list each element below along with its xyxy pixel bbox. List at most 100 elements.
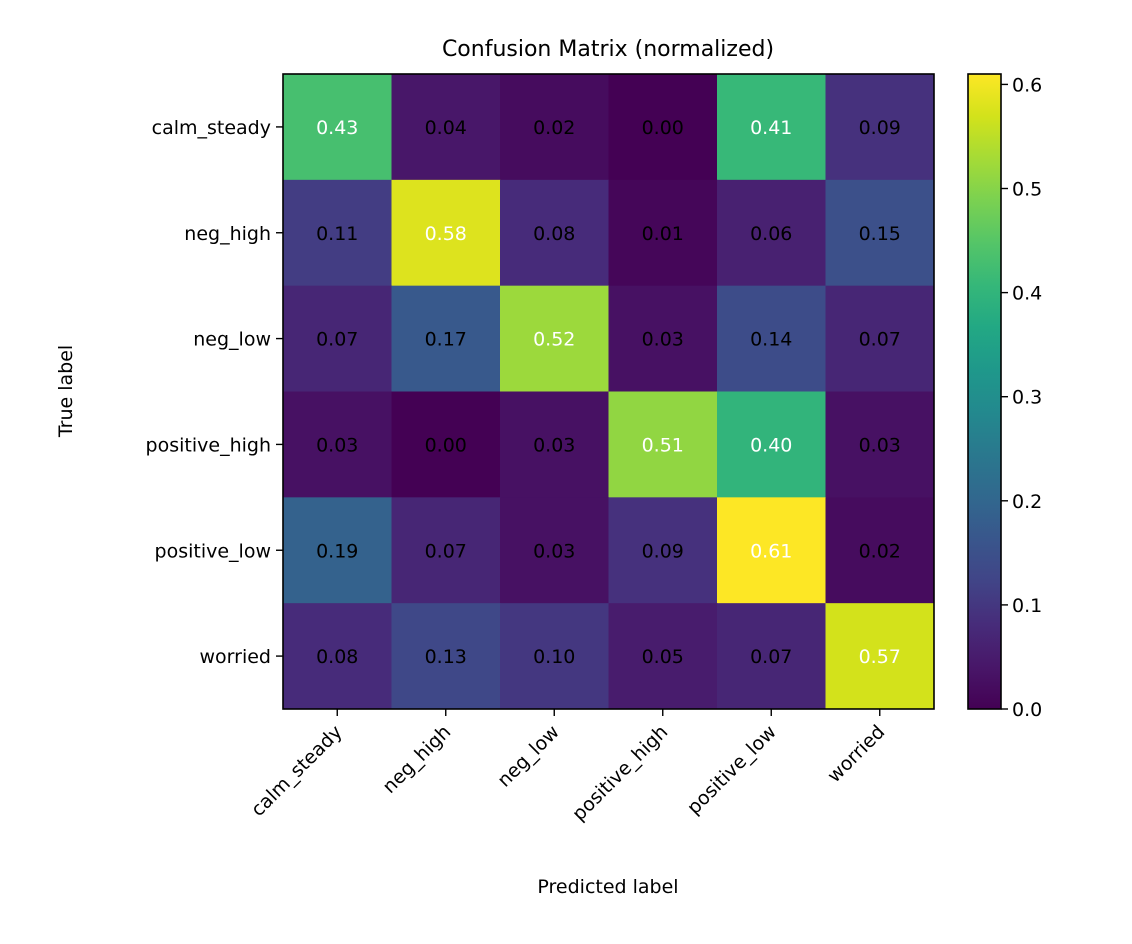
chart-title: Confusion Matrix (normalized) (442, 37, 774, 62)
cell-value-label: 0.19 (316, 540, 358, 562)
heatmap-cell (608, 603, 718, 710)
y-axis-title: True label (55, 345, 77, 438)
colorbar-frame (967, 73, 1002, 710)
heatmap-cell (391, 497, 501, 604)
heatmap-cell (825, 497, 935, 604)
cell-value-labels: 0.43 0.04 0.02 0.00 0.41 0.09 0.11 0.58 0.08 0.01… (316, 117, 901, 668)
heatmap-cell (500, 74, 609, 181)
x-axis-title: Predicted label (537, 876, 678, 898)
colorbar: 0.0 0.1 0.2 0.3 0.4 0.5 0.6 (967, 73, 1042, 721)
heatmap-cell (825, 391, 935, 498)
heatmap-cell (608, 285, 718, 392)
cell-value-label: 0.03 (316, 434, 358, 456)
cell-value-label: 0.14 (750, 329, 792, 351)
cell-value-label: 0.08 (533, 223, 575, 245)
cell-value-label: 0.07 (859, 329, 901, 351)
colorbar-tick-label: 0.6 (1012, 74, 1042, 96)
heatmap-cell (717, 391, 826, 498)
colorbar-tick-label: 0.0 (1012, 699, 1042, 721)
cell-value-label: 0.06 (750, 223, 792, 245)
heatmap-cell (825, 285, 935, 392)
x-axis-ticks: calm_steady neg_high neg_low positive_high p… (247, 709, 889, 825)
y-tick-label: positive_high (146, 434, 271, 456)
heatmap-cell (500, 179, 609, 287)
heatmap-cell (500, 497, 609, 604)
cell-value-label: 0.01 (642, 223, 684, 245)
colorbar-tick-label: 0.4 (1012, 283, 1042, 305)
heatmap-cell (717, 285, 826, 392)
colorbar-gradient (968, 74, 1001, 709)
heatmap-cell (717, 179, 826, 287)
cell-value-label: 0.10 (533, 646, 575, 668)
x-tick-label: worried (823, 721, 889, 787)
heatmap-cell (391, 285, 501, 392)
heatmap-cell (283, 391, 392, 498)
cell-value-label: 0.57 (859, 646, 901, 668)
x-tick-label: positive_low (683, 721, 781, 819)
cell-value-label: 0.07 (316, 329, 358, 351)
cell-value-label: 0.02 (859, 540, 901, 562)
x-tick-label: neg_low (493, 721, 564, 792)
cell-value-label: 0.03 (533, 540, 575, 562)
heatmap-cell (608, 179, 718, 287)
heatmap-cell (283, 603, 392, 710)
cell-value-label: 0.51 (642, 434, 684, 456)
cell-value-label: 0.43 (316, 117, 358, 139)
heatmap-cell (608, 74, 718, 181)
heatmap-cell (283, 285, 392, 392)
cell-value-label: 0.61 (750, 540, 792, 562)
cell-value-label: 0.00 (425, 434, 467, 456)
heatmap-cell (825, 603, 935, 710)
cell-value-label: 0.03 (642, 329, 684, 351)
colorbar-tick-label: 0.2 (1012, 491, 1042, 513)
heatmap-cell (717, 74, 826, 181)
heatmap-cell (283, 497, 392, 604)
colorbar-tick-label: 0.5 (1012, 179, 1042, 201)
heatmap-cell (283, 74, 392, 181)
cell-value-label: 0.03 (533, 434, 575, 456)
heatmap-cell (391, 74, 501, 181)
cell-value-label: 0.02 (533, 117, 575, 139)
colorbar-tick-label: 0.3 (1012, 387, 1042, 409)
cell-value-label: 0.00 (642, 117, 684, 139)
x-tick-label: positive_high (568, 721, 672, 825)
heatmap-cell (717, 603, 826, 710)
heatmap-cell (391, 179, 501, 287)
y-tick-label: positive_low (155, 540, 271, 562)
cell-value-label: 0.09 (859, 117, 901, 139)
cell-value-label: 0.05 (642, 646, 684, 668)
cell-value-label: 0.03 (859, 434, 901, 456)
cell-value-label: 0.08 (316, 646, 358, 668)
cell-value-label: 0.07 (750, 646, 792, 668)
y-axis-ticks: calm_steady neg_high neg_low positive_highp… (146, 117, 283, 668)
heatmap-cells (283, 74, 935, 710)
cell-value-label: 0.17 (425, 329, 467, 351)
heatmap-cell (717, 497, 826, 604)
cell-value-label: 0.40 (750, 434, 792, 456)
cell-value-label: 0.58 (425, 223, 467, 245)
heatmap-cell (608, 391, 718, 498)
cell-value-label: 0.11 (316, 223, 358, 245)
heatmap-cell (391, 603, 501, 710)
cell-value-label: 0.13 (425, 646, 467, 668)
cell-value-label: 0.09 (642, 540, 684, 562)
x-tick-label: calm_steady (247, 721, 347, 821)
cell-value-label: 0.41 (750, 117, 792, 139)
heatmap-cell (500, 391, 609, 498)
heatmap-cell (500, 603, 609, 710)
x-tick-label: neg_high (378, 721, 455, 798)
heatmap-cell (608, 497, 718, 604)
y-tick-label: calm_steady (152, 117, 271, 139)
y-tick-label: worried (200, 646, 271, 668)
heatmap-cell (825, 179, 935, 287)
heatmap-cell (500, 285, 609, 392)
y-tick-label: neg_high (184, 223, 271, 245)
plot-frame (282, 73, 935, 710)
heatmap-cell (825, 74, 935, 181)
cell-value-label: 0.07 (425, 540, 467, 562)
colorbar-tick-label: 0.1 (1012, 595, 1042, 617)
colorbar-ticks: 0.0 0.1 0.2 0.3 0.4 0.5 0.6 (1001, 74, 1042, 721)
cell-value-label: 0.15 (859, 223, 901, 245)
cell-value-label: 0.52 (533, 329, 575, 351)
cell-value-label: 0.04 (425, 117, 467, 139)
